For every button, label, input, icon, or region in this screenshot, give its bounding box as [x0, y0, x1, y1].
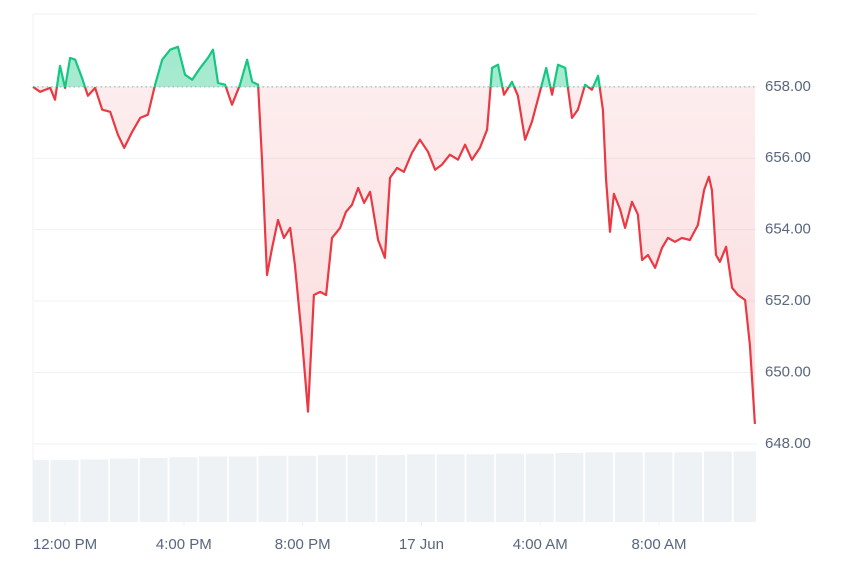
volume-bar [347, 455, 376, 522]
volume-bar [406, 454, 435, 522]
price-line-down [32, 86, 756, 424]
volume-bar [288, 455, 317, 522]
volume-bar [703, 451, 732, 522]
x-tick-label: 17 Jun [399, 536, 444, 553]
x-tick-label: 4:00 PM [156, 536, 212, 553]
volume-bar [33, 460, 49, 522]
volume-bar [525, 453, 554, 522]
x-tick-label: 4:00 AM [513, 536, 568, 553]
y-tick-label: 652.00 [765, 292, 811, 309]
volume-bar [80, 459, 109, 522]
x-tick-label: 12:00 PM [33, 536, 97, 553]
x-tick-label: 8:00 PM [275, 536, 331, 553]
y-tick-label: 648.00 [765, 435, 811, 452]
volume-bar [555, 452, 584, 522]
volume-bar [139, 457, 168, 522]
volume-bar [228, 456, 257, 522]
volume-bar [733, 451, 756, 522]
y-tick-label: 654.00 [765, 221, 811, 238]
volume-bar [466, 454, 495, 522]
volume-bar [317, 455, 346, 522]
volume-bar [674, 452, 703, 522]
volume-bar [644, 452, 673, 522]
volume-bar [50, 460, 79, 522]
area-down [33, 86, 755, 424]
volume-bar [258, 455, 287, 522]
y-tick-label: 658.00 [765, 78, 811, 95]
volume-bar [436, 454, 465, 522]
x-tick-label: 8:00 AM [631, 536, 686, 553]
volume-bar [614, 452, 643, 522]
volume-bar [377, 455, 406, 522]
volume-bar [109, 458, 138, 522]
volume-bar [169, 457, 198, 522]
price-line-up [32, 45, 601, 87]
y-tick-label: 650.00 [765, 363, 811, 380]
y-tick-label: 656.00 [765, 149, 811, 166]
volume-bar [585, 452, 614, 522]
volume-bar [199, 456, 228, 522]
volume-bar [496, 453, 524, 522]
